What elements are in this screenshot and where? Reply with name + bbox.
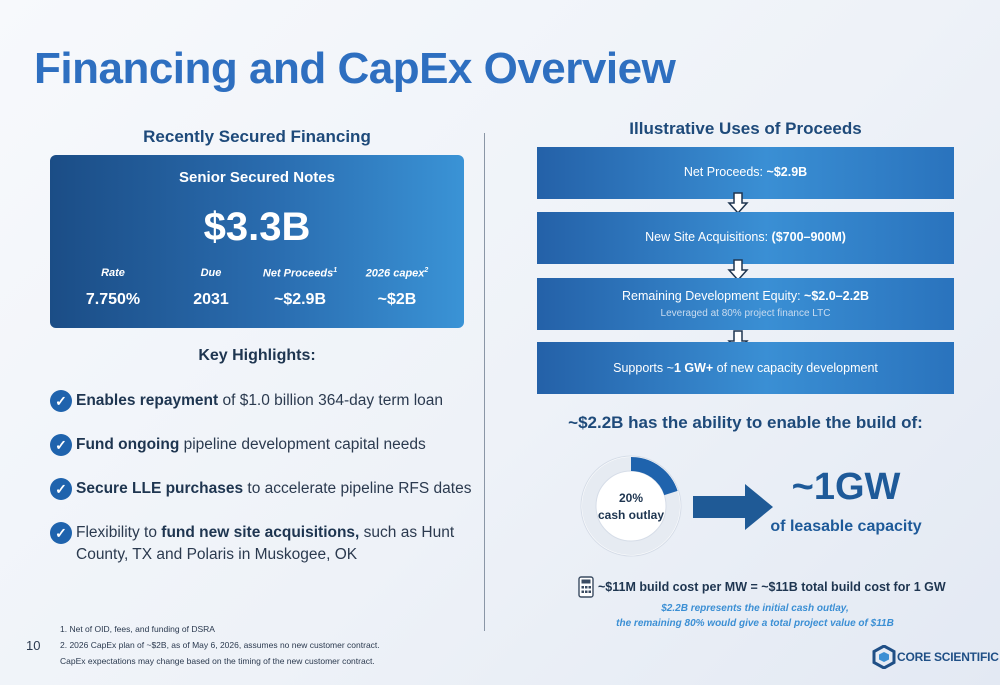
metric-label: Rate [101,267,125,279]
arrow-down-icon [727,259,749,281]
metric-rate: Rate 7.750% [68,267,158,309]
core-scientific-logo [872,645,896,669]
use-box-capacity: Supports ~1 GW+ of new capacity developm… [537,342,954,394]
metric-value: ~$2.9B [273,291,327,308]
use-box-net-proceeds: Net Proceeds: ~$2.9B [537,147,954,199]
metric-due: Due 2031 [166,267,256,309]
page-number: 10 [26,638,41,653]
donut-label: 20% cash outlay [597,491,665,522]
senior-notes-card: Senior Secured Notes $3.3B Rate 7.750% D… [50,155,464,328]
page-title: Financing and CapEx Overview [34,44,676,93]
uses-heading: Illustrative Uses of Proceeds [629,119,862,138]
metric-net-proceeds: Net Proceeds1 ~$2.9B [255,267,345,309]
check-icon: ✓ [50,478,72,500]
footnote: CapEx expectations may change based on t… [60,656,375,666]
metric-label: Due [200,267,222,279]
note-line: $2.2B represents the initial cash outlay… [661,603,849,614]
column-divider [484,133,485,631]
footnote-ref: 1 [333,267,338,274]
calculator-icon [578,576,594,598]
metric-value: 2031 [193,291,229,308]
cash-outlay-donut [580,455,682,557]
check-icon: ✓ [50,390,72,412]
use-box-development-equity: Remaining Development Equity: ~$2.0–2.2B… [537,278,954,330]
metric-value: ~$2B [377,291,417,308]
financing-heading: Recently Secured Financing [143,127,371,146]
arrow-down-icon [727,192,749,214]
metric-value: 7.750% [85,291,141,308]
highlights-heading: Key Highlights: [198,347,316,364]
build-cost-text: ~$11M build cost per MW = ~$11B total bu… [598,580,946,594]
footnote: 2. 2026 CapEx plan of ~$2B, as of May 6,… [60,640,380,650]
metric-label: 2026 capex2 [365,267,429,280]
enable-heading: ~$2.2B has the ability to enable the bui… [568,413,923,432]
notes-title: Senior Secured Notes [179,169,335,186]
notes-amount: $3.3B [203,205,311,249]
capacity-label: of leasable capacity [770,518,922,535]
note-line: the remaining 80% would give a total pro… [616,618,894,629]
check-icon: ✓ [50,522,72,544]
donut-slice [630,457,678,496]
check-icon: ✓ [50,434,72,456]
metric-capex: 2026 capex2 ~$2B [352,267,442,309]
logo-text: CORE SCIENTIFIC [897,650,999,664]
use-box-subtext: Leveraged at 80% project finance LTC [660,308,831,319]
use-box-site-acquisitions: New Site Acquisitions: ($700–900M) [537,212,954,264]
metric-label: Net Proceeds1 [262,267,338,280]
arrow-right-icon [693,484,773,530]
capacity-value: ~1GW [791,466,901,508]
footnote-ref: 2 [424,267,429,274]
footnote: 1. Net of OID, fees, and funding of DSRA [60,624,215,634]
